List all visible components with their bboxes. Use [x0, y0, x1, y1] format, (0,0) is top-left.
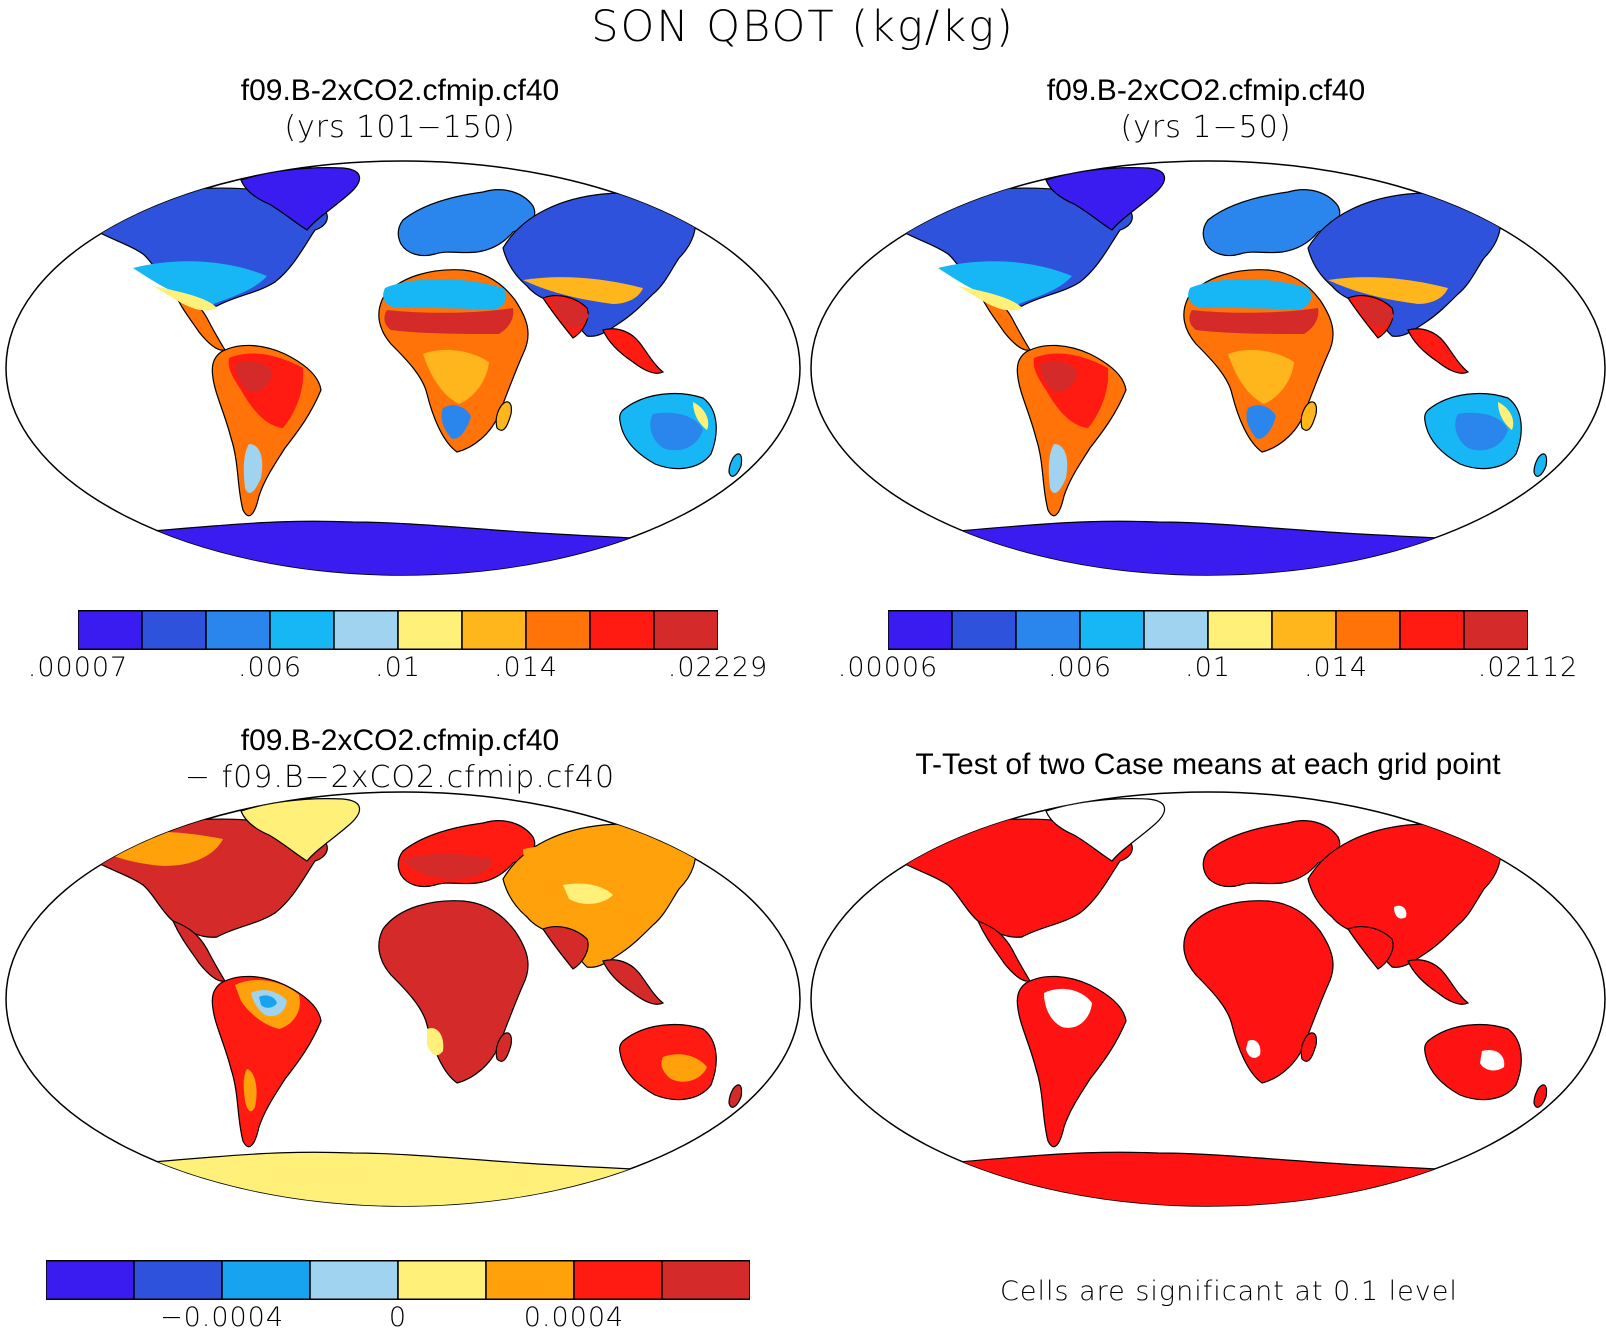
colorbar-1-swatch-7: [461, 610, 527, 650]
colorbar-1-swatch-3: [205, 610, 271, 650]
colorbar-3-swatch-6: [485, 1260, 575, 1300]
non-significant-cells: [1044, 905, 1505, 1071]
colorbar-3-swatch-1: [45, 1260, 135, 1300]
colorbar-1-swatch-4: [269, 610, 335, 650]
colorbar-2-swatches: [887, 610, 1529, 650]
moisture-contours: [938, 261, 1514, 493]
map-panel-3: [5, 791, 801, 1207]
panel-3-difference-label: − f09.B−2xCO2.cfmip.cf40: [184, 760, 616, 795]
colorbar-panel-1: [77, 610, 719, 650]
panel-3-title: f09.B-2xCO2.cfmip.cf40 − f09.B−2xCO2.cfm…: [0, 724, 800, 795]
panel-2-years: (yrs 1−50): [1120, 110, 1292, 145]
panel-1-case-name: f09.B-2xCO2.cfmip.cf40: [240, 74, 560, 107]
colorbar-3-swatch-4: [309, 1260, 399, 1300]
colorbar-2-swatch-10: [1463, 610, 1529, 650]
panel-3-case-name: f09.B-2xCO2.cfmip.cf40: [240, 724, 560, 757]
colorbar-3-swatch-8: [661, 1260, 751, 1300]
colorbar-1-tick-label: .006: [237, 652, 303, 683]
panel-1-title: f09.B-2xCO2.cfmip.cf40 (yrs 101−150): [0, 74, 800, 145]
colorbar-1-swatch-10: [653, 610, 719, 650]
colorbar-3-swatch-5: [397, 1260, 487, 1300]
colorbar-3-swatch-2: [133, 1260, 223, 1300]
colorbar-2-swatch-5: [1143, 610, 1209, 650]
colorbar-3-tick-label: 0.0004: [523, 1302, 625, 1333]
figure-title: SON QBOT (kg/kg): [591, 2, 1015, 52]
colorbar-3-swatches: [45, 1260, 751, 1300]
colorbar-1-tick-label: .02229: [667, 652, 769, 683]
significance-note: Cells are significant at 0.1 level: [1000, 1276, 1458, 1307]
colorbar-1-swatch-2: [141, 610, 207, 650]
panel-2-title: f09.B-2xCO2.cfmip.cf40 (yrs 1−50): [806, 74, 1606, 145]
map-panel-4: [810, 791, 1606, 1207]
colorbar-1-swatch-9: [589, 610, 655, 650]
colorbar-1-swatch-1: [77, 610, 143, 650]
colorbar-1-tick-label: .014: [493, 652, 559, 683]
colorbar-2-tick-label: .00006: [837, 652, 939, 683]
colorbar-2-tick-label: .006: [1047, 652, 1113, 683]
colorbar-3-tick-label: −0.0004: [159, 1302, 285, 1333]
colorbar-2-swatch-1: [887, 610, 953, 650]
moisture-contours: [133, 261, 709, 493]
panel-1-years: (yrs 101−150): [284, 110, 516, 145]
colorbar-2-swatch-9: [1399, 610, 1465, 650]
colorbar-1-swatch-5: [333, 610, 399, 650]
colorbar-panel-3: [45, 1260, 751, 1300]
colorbar-2-tick-label: .014: [1303, 652, 1369, 683]
colorbar-1-swatch-8: [525, 610, 591, 650]
colorbar-2-swatch-8: [1335, 610, 1401, 650]
colorbar-1-swatch-6: [397, 610, 463, 650]
colorbar-3-swatch-3: [221, 1260, 311, 1300]
panel-4-title: T-Test of two Case means at each grid po…: [915, 748, 1501, 781]
colorbar-1-tick-label: .01: [375, 652, 421, 683]
colorbar-2-tick-label: .02112: [1477, 652, 1579, 683]
colorbar-2-swatch-2: [951, 610, 1017, 650]
difference-contours: [83, 831, 707, 1112]
colorbar-2-swatch-6: [1207, 610, 1273, 650]
map-panel-1: [5, 160, 801, 576]
map-panel-2: [810, 160, 1606, 576]
colorbar-2-swatch-7: [1271, 610, 1337, 650]
colorbar-panel-2: [887, 610, 1529, 650]
colorbar-1-tick-label: .00007: [27, 652, 129, 683]
colorbar-3-swatch-7: [573, 1260, 663, 1300]
colorbar-2-swatch-4: [1079, 610, 1145, 650]
colorbar-1-swatches: [77, 610, 719, 650]
colorbar-3-tick-label: 0: [388, 1302, 408, 1333]
colorbar-2-tick-label: .01: [1185, 652, 1231, 683]
colorbar-2-swatch-3: [1015, 610, 1081, 650]
panel-2-case-name: f09.B-2xCO2.cfmip.cf40: [1046, 74, 1366, 107]
